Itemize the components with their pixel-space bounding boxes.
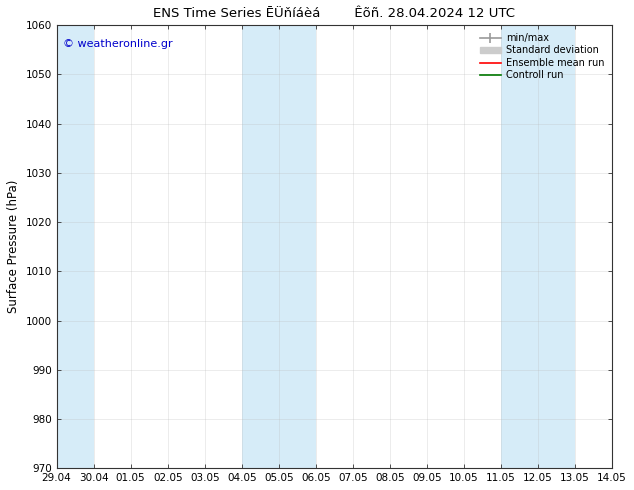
Legend: min/max, Standard deviation, Ensemble mean run, Controll run: min/max, Standard deviation, Ensemble me… [477,30,607,83]
Y-axis label: Surface Pressure (hPa): Surface Pressure (hPa) [7,180,20,314]
Bar [242,25,316,468]
Bar [501,25,575,468]
Title: ENS Time Series ĒÜňíáèá        Êõñ. 28.04.2024 12 UTC: ENS Time Series ĒÜňíáèá Êõñ. 28.04.2024 … [153,7,515,20]
Bar [56,25,94,468]
Text: © weatheronline.gr: © weatheronline.gr [63,39,173,49]
